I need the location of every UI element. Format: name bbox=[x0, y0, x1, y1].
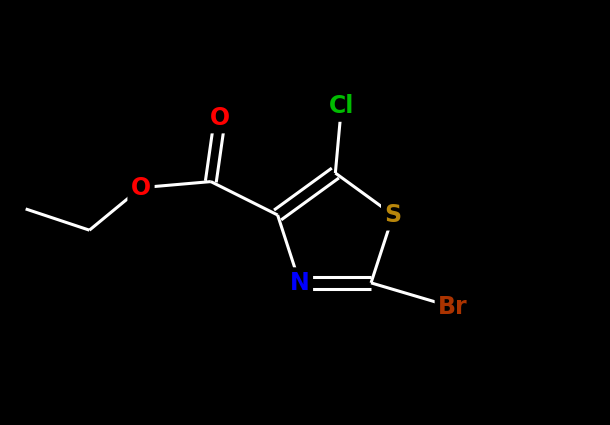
Text: Cl: Cl bbox=[329, 94, 354, 118]
Text: O: O bbox=[210, 106, 230, 130]
Text: N: N bbox=[290, 271, 309, 295]
Text: Br: Br bbox=[438, 295, 468, 319]
Text: S: S bbox=[384, 203, 401, 227]
Text: O: O bbox=[131, 176, 151, 200]
